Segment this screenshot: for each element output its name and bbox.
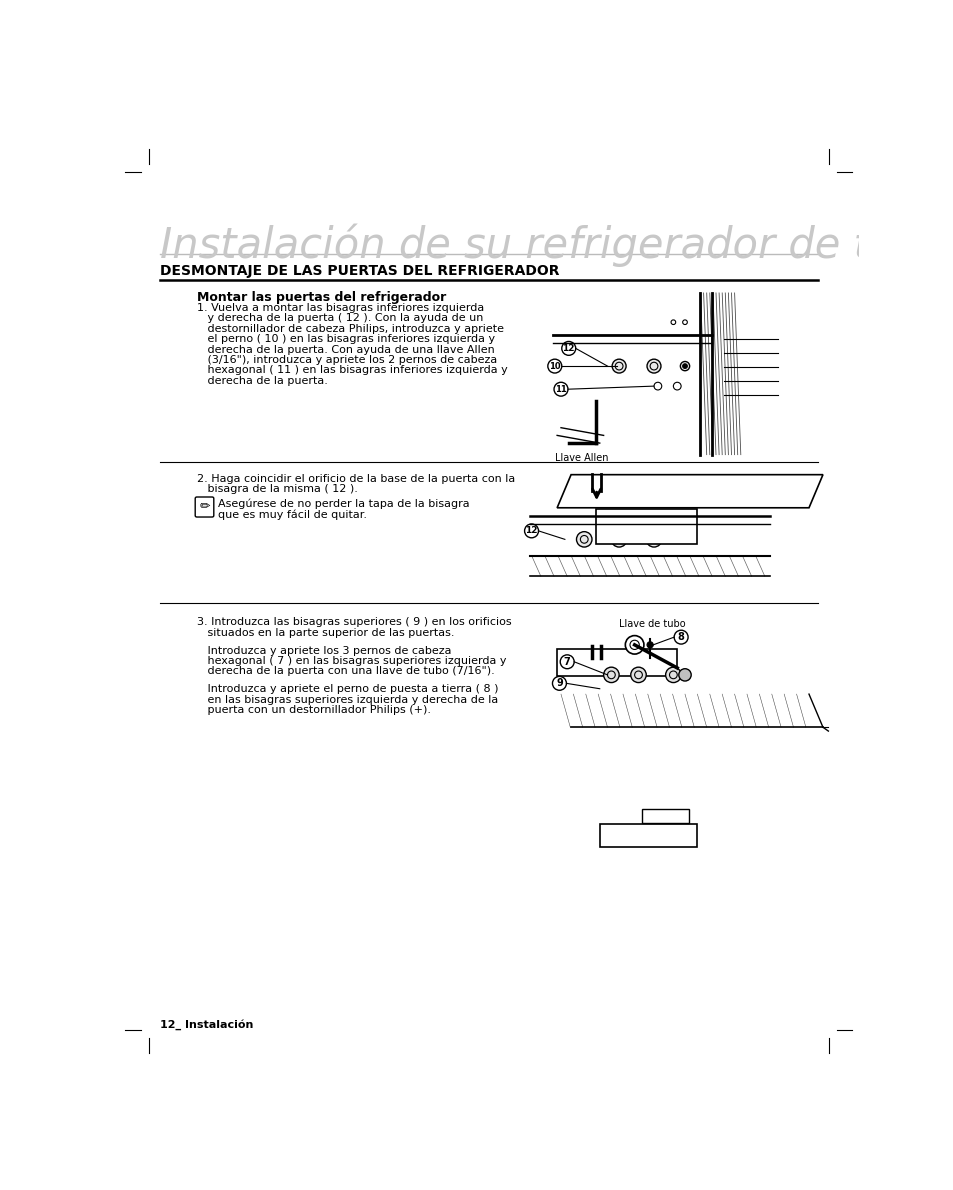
Text: 11: 11: [555, 384, 566, 394]
Text: Llave Allen: Llave Allen: [555, 453, 608, 463]
Circle shape: [612, 359, 625, 372]
Text: hexagonal ( 7 ) en las bisagras superiores izquierda y: hexagonal ( 7 ) en las bisagras superior…: [196, 656, 506, 666]
Circle shape: [552, 676, 566, 690]
Text: situados en la parte superior de las puertas.: situados en la parte superior de las pue…: [196, 627, 454, 638]
Circle shape: [630, 668, 645, 683]
Circle shape: [611, 532, 626, 547]
Text: derecha de la puerta.: derecha de la puerta.: [196, 376, 327, 386]
Text: hexagonal ( 11 ) en las bisagras inferiores izquierda y: hexagonal ( 11 ) en las bisagras inferio…: [196, 365, 507, 375]
Text: en las bisagras superiores izquierda y derecha de la: en las bisagras superiores izquierda y d…: [196, 695, 497, 704]
Text: 12: 12: [525, 526, 537, 536]
Circle shape: [665, 668, 680, 683]
Circle shape: [679, 669, 691, 681]
Text: y derecha de la puerta ( 12 ). Con la ayuda de un: y derecha de la puerta ( 12 ). Con la ay…: [196, 313, 482, 324]
Text: derecha de la puerta con una llave de tubo (7/16").: derecha de la puerta con una llave de tu…: [196, 666, 494, 676]
Text: 12: 12: [562, 344, 575, 353]
Circle shape: [646, 359, 660, 372]
Text: puerta con un destornillador Philips (+).: puerta con un destornillador Philips (+)…: [196, 706, 431, 715]
Text: que es muy fácil de quitar.: que es muy fácil de quitar.: [218, 509, 367, 520]
Text: Instalación de su refrigerador de tres puertas: Instalación de su refrigerador de tres p…: [159, 224, 953, 267]
Circle shape: [547, 359, 561, 372]
Text: 7: 7: [563, 657, 570, 666]
Text: Montar las puertas del refrigerador: Montar las puertas del refrigerador: [196, 290, 446, 303]
Text: derecha de la puerta. Con ayuda de una llave Allen: derecha de la puerta. Con ayuda de una l…: [196, 345, 494, 355]
Circle shape: [603, 668, 618, 683]
Text: 12_ Instalación: 12_ Instalación: [159, 1019, 253, 1029]
Circle shape: [679, 362, 689, 371]
Polygon shape: [557, 649, 677, 676]
Circle shape: [682, 364, 686, 369]
Text: destornillador de cabeza Philips, introduzca y apriete: destornillador de cabeza Philips, introd…: [196, 324, 503, 333]
Text: DESMONTAJE DE LAS PUERTAS DEL REFRIGERADOR: DESMONTAJE DE LAS PUERTAS DEL REFRIGERAD…: [159, 264, 558, 278]
Circle shape: [554, 382, 567, 396]
Text: el perno ( 10 ) en las bisagras inferiores izquierda y: el perno ( 10 ) en las bisagras inferior…: [196, 334, 495, 344]
Circle shape: [559, 654, 574, 669]
Text: ✏: ✏: [199, 501, 210, 514]
Circle shape: [645, 532, 661, 547]
Text: 2. Haga coincidir el orificio de la base de la puerta con la: 2. Haga coincidir el orificio de la base…: [196, 474, 515, 484]
Circle shape: [576, 532, 592, 547]
Text: Introduzca y apriete el perno de puesta a tierra ( 8 ): Introduzca y apriete el perno de puesta …: [196, 684, 497, 695]
Circle shape: [561, 342, 575, 356]
Circle shape: [624, 635, 643, 654]
Polygon shape: [596, 509, 696, 544]
Text: (3/16"), introduzca y apriete los 2 pernos de cabeza: (3/16"), introduzca y apriete los 2 pern…: [196, 355, 497, 365]
Circle shape: [646, 641, 653, 647]
FancyBboxPatch shape: [195, 497, 213, 516]
Circle shape: [524, 524, 537, 538]
Text: bisagra de la misma ( 12 ).: bisagra de la misma ( 12 ).: [196, 484, 357, 494]
Polygon shape: [641, 809, 688, 822]
Text: Asegúrese de no perder la tapa de la bisagra: Asegúrese de no perder la tapa de la bis…: [218, 499, 470, 509]
Polygon shape: [599, 825, 696, 847]
Text: 3. Introduzca las bisagras superiores ( 9 ) en los orificios: 3. Introduzca las bisagras superiores ( …: [196, 618, 511, 627]
Text: 10: 10: [548, 362, 560, 370]
Text: 1. Vuelva a montar las bisagras inferiores izquierda: 1. Vuelva a montar las bisagras inferior…: [196, 303, 483, 313]
Text: Llave de tubo: Llave de tubo: [618, 620, 685, 630]
Text: Introduzca y apriete los 3 pernos de cabeza: Introduzca y apriete los 3 pernos de cab…: [196, 646, 451, 656]
Polygon shape: [557, 475, 822, 508]
Circle shape: [674, 631, 687, 644]
Text: 9: 9: [556, 678, 562, 688]
Text: 8: 8: [677, 632, 684, 643]
